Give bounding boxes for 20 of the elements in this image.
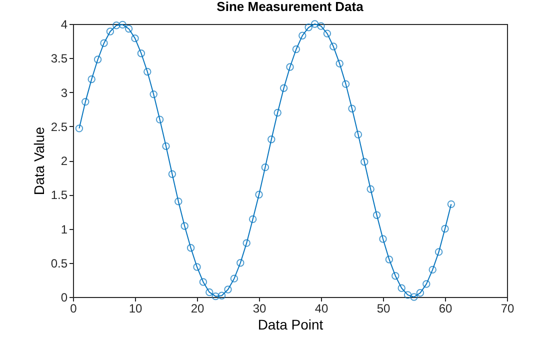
y-tick-label: 4	[60, 18, 68, 32]
x-tick-label: 70	[500, 302, 514, 316]
x-tick-label: 10	[128, 302, 142, 316]
x-axis-title: Data Point	[258, 316, 324, 332]
y-tick-label: 2	[60, 154, 68, 168]
x-tick-label: 60	[438, 302, 452, 316]
x-tick-label: 50	[376, 302, 390, 316]
x-tick-label: 20	[190, 302, 204, 316]
x-tick-label: 40	[314, 302, 328, 316]
x-tick-label: 30	[252, 302, 266, 316]
y-tick-label: 3.5	[50, 52, 68, 66]
y-tick-label: 0.5	[50, 256, 68, 270]
y-tick-label: 0	[60, 290, 68, 304]
y-tick-label: 1	[60, 222, 68, 236]
y-axis-title: Data Value	[30, 126, 47, 196]
y-tick-label: 3	[60, 86, 68, 100]
chart-title: Sine Measurement Data	[216, 0, 364, 14]
x-tick-label: 0	[70, 302, 78, 316]
y-tick-label: 1.5	[50, 188, 68, 202]
y-tick-label: 2.5	[50, 120, 68, 134]
